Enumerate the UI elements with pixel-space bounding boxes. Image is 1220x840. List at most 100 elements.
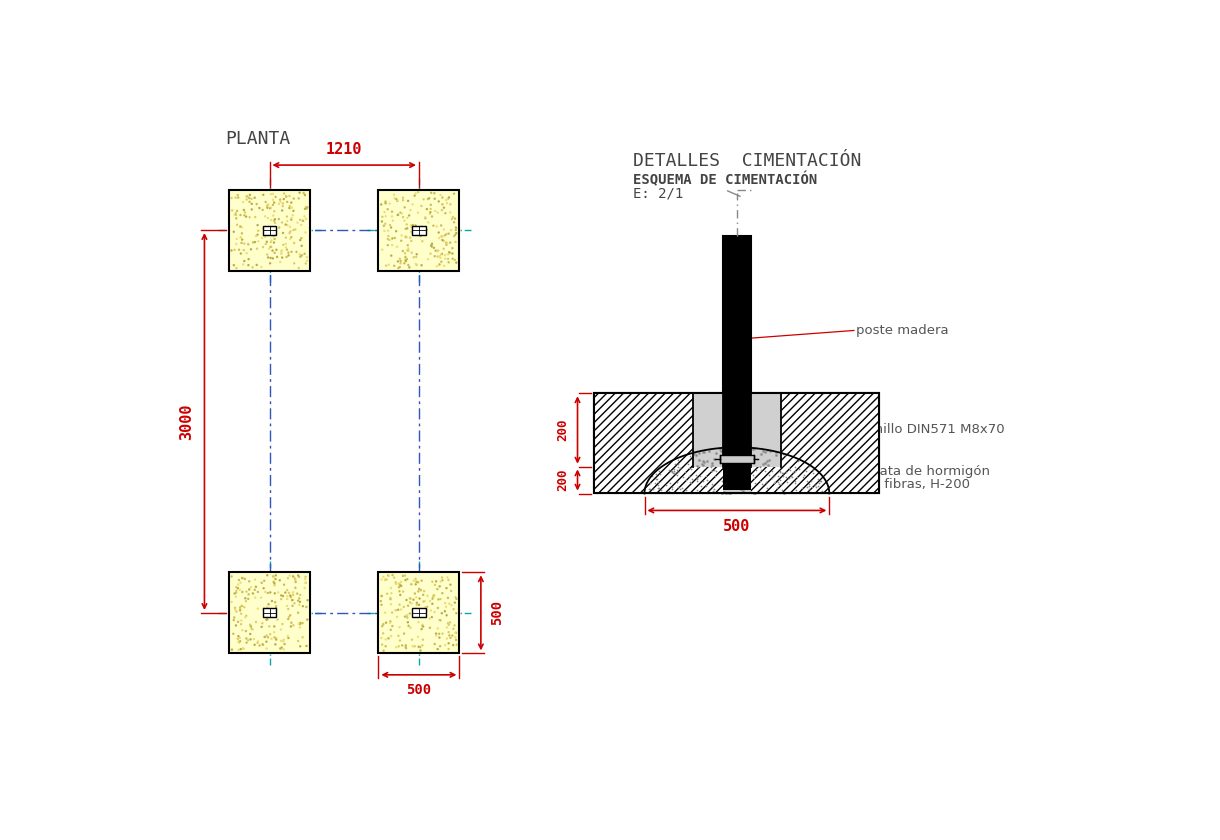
Point xyxy=(721,460,741,474)
Point xyxy=(651,483,671,496)
Point xyxy=(278,246,298,260)
Point xyxy=(732,449,752,463)
Point xyxy=(399,242,418,255)
Point xyxy=(412,638,432,652)
Point xyxy=(414,595,433,608)
Point xyxy=(412,574,432,587)
Point xyxy=(731,447,750,460)
Point xyxy=(248,635,267,648)
Point xyxy=(409,585,428,598)
Point xyxy=(662,482,682,496)
Point xyxy=(799,478,819,491)
Point xyxy=(260,242,279,255)
Point xyxy=(412,234,432,248)
Point xyxy=(656,479,676,492)
Point xyxy=(692,480,711,493)
Point xyxy=(272,247,292,260)
Point xyxy=(712,486,732,499)
Point xyxy=(758,454,777,468)
Point xyxy=(285,575,305,588)
Point xyxy=(245,191,265,204)
Point xyxy=(259,631,278,644)
Point xyxy=(265,576,284,590)
Point xyxy=(704,485,723,498)
Point xyxy=(782,470,802,483)
Point xyxy=(265,626,284,639)
Point xyxy=(238,238,257,251)
Point xyxy=(268,613,288,627)
Point xyxy=(254,188,273,202)
Point xyxy=(669,480,688,494)
Point xyxy=(234,237,254,250)
Point xyxy=(260,602,279,616)
Point xyxy=(395,250,415,264)
Point xyxy=(427,629,447,643)
Point xyxy=(436,605,455,618)
Point xyxy=(734,443,754,456)
Point xyxy=(704,485,723,498)
Point xyxy=(434,201,454,214)
Point xyxy=(703,456,722,470)
Point xyxy=(719,443,738,456)
Point xyxy=(737,473,756,486)
Point xyxy=(388,603,407,617)
Point xyxy=(401,621,421,634)
Point xyxy=(689,454,709,467)
Point xyxy=(648,478,667,491)
Point xyxy=(231,631,250,644)
Point xyxy=(417,589,437,602)
Point xyxy=(795,464,815,477)
Point xyxy=(260,627,279,641)
Point xyxy=(271,592,290,606)
Point xyxy=(377,573,397,586)
Point xyxy=(416,601,436,614)
Point xyxy=(786,465,805,478)
Point xyxy=(237,585,256,598)
Point xyxy=(432,247,451,260)
Point xyxy=(246,616,266,629)
Point xyxy=(290,621,310,634)
Point xyxy=(743,468,762,481)
Point xyxy=(440,206,460,219)
Point xyxy=(233,571,253,585)
Point xyxy=(273,634,293,648)
Point xyxy=(396,610,416,623)
Point xyxy=(442,585,461,598)
Point xyxy=(665,466,684,480)
Point xyxy=(721,462,741,475)
Point xyxy=(687,469,706,482)
Point xyxy=(804,466,824,480)
Point xyxy=(440,578,460,591)
Point xyxy=(436,207,455,220)
Text: zapata de hormigón: zapata de hormigón xyxy=(856,465,991,478)
Point xyxy=(295,210,315,223)
Point xyxy=(255,585,274,599)
Point xyxy=(731,450,750,464)
Point xyxy=(799,459,819,472)
Point xyxy=(226,619,245,633)
Point xyxy=(422,575,442,589)
Point xyxy=(647,472,666,486)
Point xyxy=(392,575,411,589)
Point xyxy=(227,584,246,597)
Point xyxy=(227,605,246,618)
Point xyxy=(765,470,784,483)
Text: poste madera: poste madera xyxy=(856,324,949,337)
Point xyxy=(671,461,691,475)
Point xyxy=(692,480,711,493)
Point xyxy=(440,616,460,629)
Point xyxy=(394,627,414,640)
Point xyxy=(277,584,296,597)
Point xyxy=(233,623,253,637)
Point xyxy=(443,252,462,265)
Point xyxy=(393,585,412,598)
Point xyxy=(381,615,400,628)
Point xyxy=(420,207,439,221)
Point xyxy=(226,208,245,222)
Point xyxy=(667,453,687,466)
Point xyxy=(436,252,455,265)
Point xyxy=(293,617,312,630)
Point xyxy=(379,258,399,271)
Point xyxy=(224,259,244,272)
Point xyxy=(416,211,436,224)
